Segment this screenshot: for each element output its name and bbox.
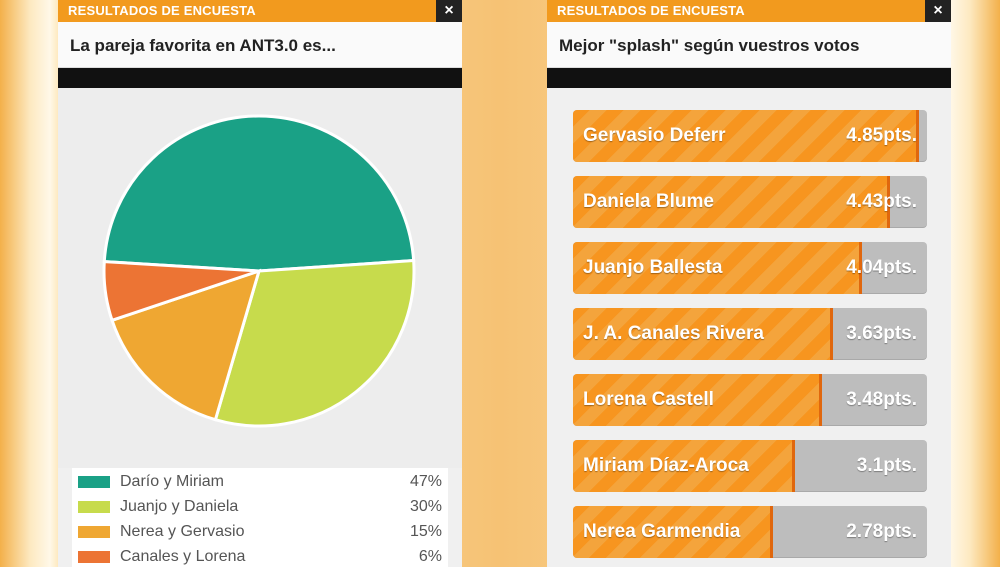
bar-value: 4.04pts.	[846, 257, 917, 278]
legend-swatch	[78, 526, 110, 538]
legend-percent: 6%	[418, 548, 442, 565]
bar-label: Miriam Díaz-Aroca	[583, 455, 749, 476]
bar-row: Nerea Garmendia 2.78pts.	[573, 506, 927, 558]
bar-label: Lorena Castell	[583, 389, 714, 410]
legend-label: Canales y Lorena	[120, 548, 246, 565]
pie-slice-2	[213, 258, 416, 428]
poll-question: La pareja favorita en ANT3.0 es...	[58, 22, 462, 68]
legend-item: Nerea y Gervasio 15%	[72, 520, 448, 545]
legend-item: Darío y Miriam 47%	[72, 470, 448, 495]
bar-label: Juanjo Ballesta	[583, 257, 723, 278]
panel-header-title: RESULTADOS DE ENCUESTA	[68, 3, 256, 18]
close-button[interactable]: ×	[925, 0, 951, 22]
pie-slice-1	[102, 114, 416, 273]
bar-fill	[573, 176, 890, 228]
poll-question-text: Mejor "splash" según vuestros votos	[559, 36, 860, 55]
bar-row: Juanjo Ballesta 4.04pts.	[573, 242, 927, 294]
pie-slice-4	[102, 259, 260, 323]
legend-percent: 30%	[409, 498, 442, 515]
poll-question-text: La pareja favorita en ANT3.0 es...	[70, 36, 336, 55]
divider-bar	[58, 68, 462, 88]
bar-fill	[573, 440, 796, 492]
bar-row: J. A. Canales Rivera 3.63pts.	[573, 308, 927, 360]
legend-percent: 47%	[409, 473, 442, 490]
legend-item: Canales y Lorena 6%	[72, 545, 448, 567]
bar-fill	[573, 110, 920, 162]
poll-panel-splash: RESULTADOS DE ENCUESTA × Mejor "splash" …	[547, 0, 951, 567]
close-button[interactable]: ×	[436, 0, 462, 22]
legend-percent: 15%	[409, 523, 442, 540]
bar-value: 3.48pts.	[846, 389, 917, 410]
bar-value: 4.85pts.	[846, 125, 917, 146]
poll-question: Mejor "splash" según vuestros votos	[547, 22, 951, 68]
bar-row: Miriam Díaz-Aroca 3.1pts.	[573, 440, 927, 492]
legend-swatch	[78, 501, 110, 513]
bar-chart: Gervasio Deferr 4.85pts. Daniela Blume 4.43…	[573, 110, 927, 567]
bar-value: 4.43pts.	[846, 191, 917, 212]
bar-label: Gervasio Deferr	[583, 125, 726, 146]
pie-chart	[102, 114, 416, 428]
legend-swatch	[78, 476, 110, 488]
bar-value: 2.78pts.	[846, 521, 917, 542]
bar-row: Daniela Blume 4.43pts.	[573, 176, 927, 228]
bar-row: Gervasio Deferr 4.85pts.	[573, 110, 927, 162]
bar-fill	[573, 374, 823, 426]
bar-label: J. A. Canales Rivera	[583, 323, 764, 344]
bar-value: 3.63pts.	[846, 323, 917, 344]
bar-fill	[573, 308, 833, 360]
bar-label: Nerea Garmendia	[583, 521, 741, 542]
legend-item: Juanjo y Daniela 30%	[72, 495, 448, 520]
legend-label: Darío y Miriam	[120, 473, 225, 490]
poll-panel-couples: RESULTADOS DE ENCUESTA × La pareja favor…	[58, 0, 462, 567]
bar-value: 3.1pts.	[856, 455, 917, 476]
pie-legend: Darío y Miriam 47% Juanjo y Daniela 30% Nere…	[72, 468, 448, 567]
panel-header-title: RESULTADOS DE ENCUESTA	[557, 3, 745, 18]
divider-bar	[547, 68, 951, 88]
bar-fill	[573, 242, 863, 294]
pie-chart-area	[58, 88, 462, 468]
legend-swatch	[78, 551, 110, 563]
panel-header: RESULTADOS DE ENCUESTA ×	[58, 0, 462, 22]
bar-row: Lorena Castell 3.48pts.	[573, 374, 927, 426]
bar-fill	[573, 506, 773, 558]
panel-header: RESULTADOS DE ENCUESTA ×	[547, 0, 951, 22]
legend-label: Nerea y Gervasio	[120, 523, 245, 540]
bar-label: Daniela Blume	[583, 191, 714, 212]
legend-label: Juanjo y Daniela	[120, 498, 239, 515]
